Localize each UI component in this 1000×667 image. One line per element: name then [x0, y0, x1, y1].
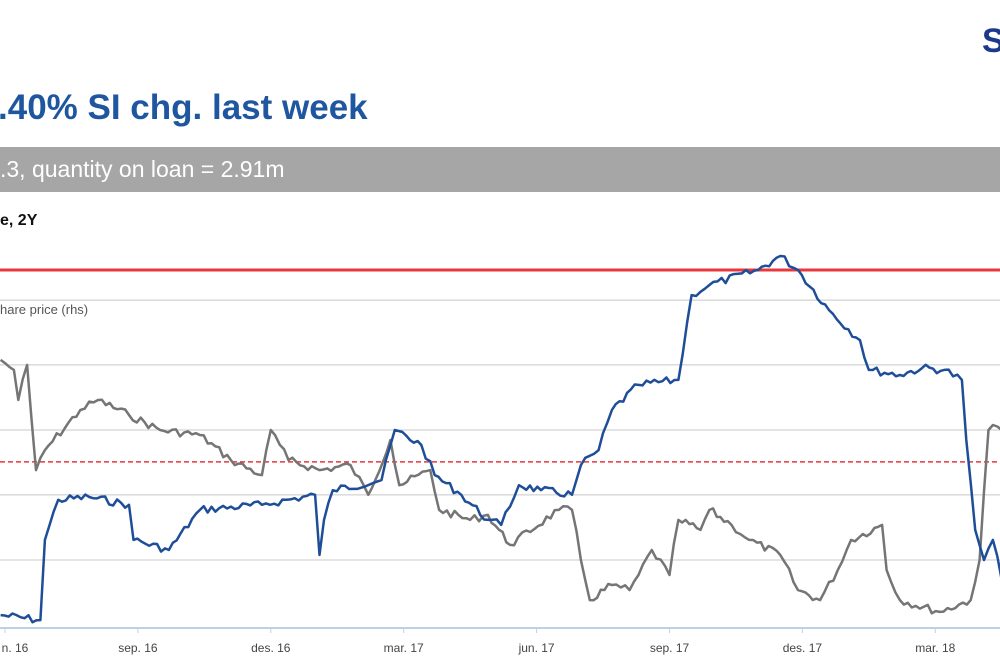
x-tick-label: des. 16 — [251, 641, 291, 655]
x-tick-label: n. 16 — [2, 641, 29, 655]
x-tick-label: mar. 17 — [384, 641, 424, 655]
page-title: .40% SI chg. last week — [0, 88, 368, 127]
x-tick-label: sep. 16 — [118, 641, 158, 655]
info-bar: .3, quantity on loan = 2.91m — [0, 147, 1000, 192]
x-tick-label: des. 17 — [783, 641, 823, 655]
series-short-interest — [0, 254, 1000, 624]
chart-title: e, 2Y — [0, 212, 38, 229]
legend-share-price: hare price (rhs) — [0, 302, 89, 317]
x-tick-label: jun. 17 — [518, 641, 555, 655]
x-tick-label: mar. 18 — [915, 641, 955, 655]
brand-logo: S — [982, 22, 1000, 60]
series-share-price-rhs- — [0, 358, 1000, 615]
x-tick-label: sep. 17 — [650, 641, 690, 655]
